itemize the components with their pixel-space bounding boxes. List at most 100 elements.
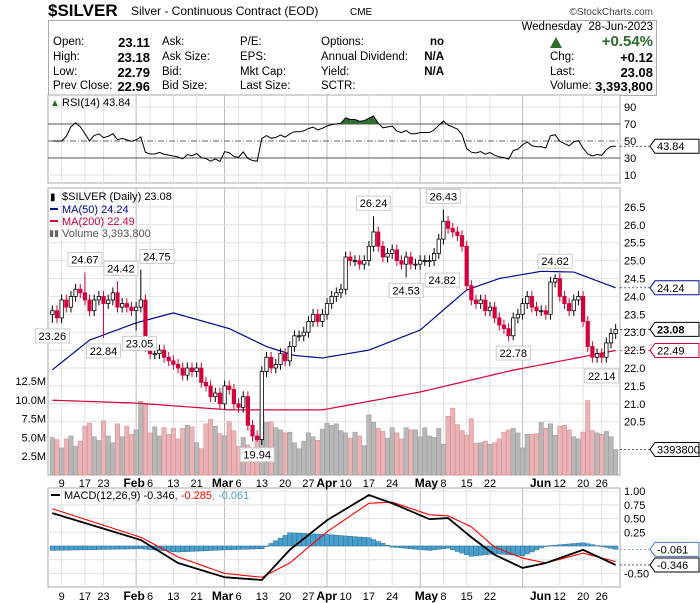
volume-bar [603,431,609,476]
volume-bar [352,431,358,476]
x-tick-label: 23 [97,478,109,490]
macd-histogram-bar [100,545,107,550]
macd-histogram-bar [478,545,484,556]
candle-body [529,295,534,308]
candle-body [525,295,530,304]
macd-histogram-bar [236,545,242,550]
macd-tick-label: 0.50 [624,514,645,526]
rsi-overbought-fill [354,119,360,124]
candle [166,351,171,367]
candle [320,308,325,327]
candle [464,240,469,292]
volume-bar [101,420,106,476]
eps-label: EPS: [240,51,267,63]
candle [250,419,255,442]
candle [236,398,241,413]
macd-histogram-bar [594,545,600,547]
x-tick-label: 27 [302,478,314,490]
macd-histogram-bar [343,535,349,547]
macd-histogram-bar [68,545,74,551]
macd-histogram-bar [59,545,65,551]
macd-histogram-bar [585,543,591,547]
candle-body [585,321,590,347]
open-label: Open: [53,36,85,48]
macd-histogram-bar [222,545,228,551]
volume-bar [487,443,493,476]
macd-histogram-bar [580,542,586,547]
x-tick-label: 12 [554,591,566,603]
bid-size-label: Bid Size: [162,80,208,92]
x-tick-label: 20 [279,478,291,490]
volume-bar [501,431,507,476]
candle [562,291,567,309]
x-tick-label: 13 [256,591,268,603]
rsi-icon: ▲ [50,98,60,109]
candle [515,308,521,324]
candle-body [562,295,567,304]
candle-body [259,371,264,440]
candle-body [501,324,507,330]
price-tick-label: 20.5 [624,417,645,429]
annotation-text: 24.42 [107,263,135,275]
candle [394,244,399,266]
candle [189,362,195,377]
price-annotation: 22.14 [584,368,620,384]
macd-histogram-bar [394,545,400,548]
candle [227,380,232,395]
value-tag-box [649,342,700,358]
volume-bar [361,445,367,476]
x-tick-label: 26 [596,478,608,490]
macd-histogram-bar [375,541,381,547]
candle [585,316,590,352]
macd-histogram-bar [54,545,60,551]
candle-body [478,299,483,304]
candle-body [445,220,451,229]
volume-bar [389,427,395,476]
candle-body [231,389,237,405]
x-tick-label: 8 [440,478,446,490]
value-tag-box [649,280,700,296]
price-tick-label: 23.0 [624,327,645,339]
volume-bar [357,435,363,476]
candle-body [217,392,223,405]
candle [203,376,209,392]
volume-bar [333,423,339,476]
candle [376,226,381,252]
candle [269,351,274,374]
price-annotation: 26.43 [425,188,461,204]
candle-body [366,245,372,261]
macd-histogram-bar [440,545,446,549]
candle-body [511,317,516,337]
candle-body [278,353,283,365]
candle [180,362,185,381]
price-annotation: 24.75 [139,249,175,265]
volume-bar [301,440,307,476]
macd-histogram-bar [338,535,344,547]
candle [543,305,548,320]
candle-body [515,313,521,319]
candle-body [227,385,232,390]
candle-body [418,260,423,265]
macd-histogram-bar [431,545,437,551]
macd-histogram-bar [63,545,69,551]
volume-bar [589,430,595,476]
candle [408,251,413,270]
candle [571,294,576,317]
price-tick-label: 25.5 [624,238,645,250]
price-label: $SILVER (Daily) 23.08 [62,191,172,203]
price-tick-label: 26.5 [624,202,645,214]
candle [338,283,344,299]
rsi-overbought-fill [350,119,355,124]
candle [101,291,106,338]
candle-body [543,310,548,315]
x-tick-label: 6 [147,591,153,603]
x-tick-label: 22 [484,478,496,490]
x-tick-label: 8 [440,591,446,603]
x-tick-label: Feb [123,476,144,490]
volume-bar [515,432,521,476]
candle [455,226,460,241]
volume-bar [445,416,451,476]
macd-histogram-bar [184,545,190,552]
macd-tick-label: 1.00 [624,486,645,498]
volume-bar [226,421,232,476]
